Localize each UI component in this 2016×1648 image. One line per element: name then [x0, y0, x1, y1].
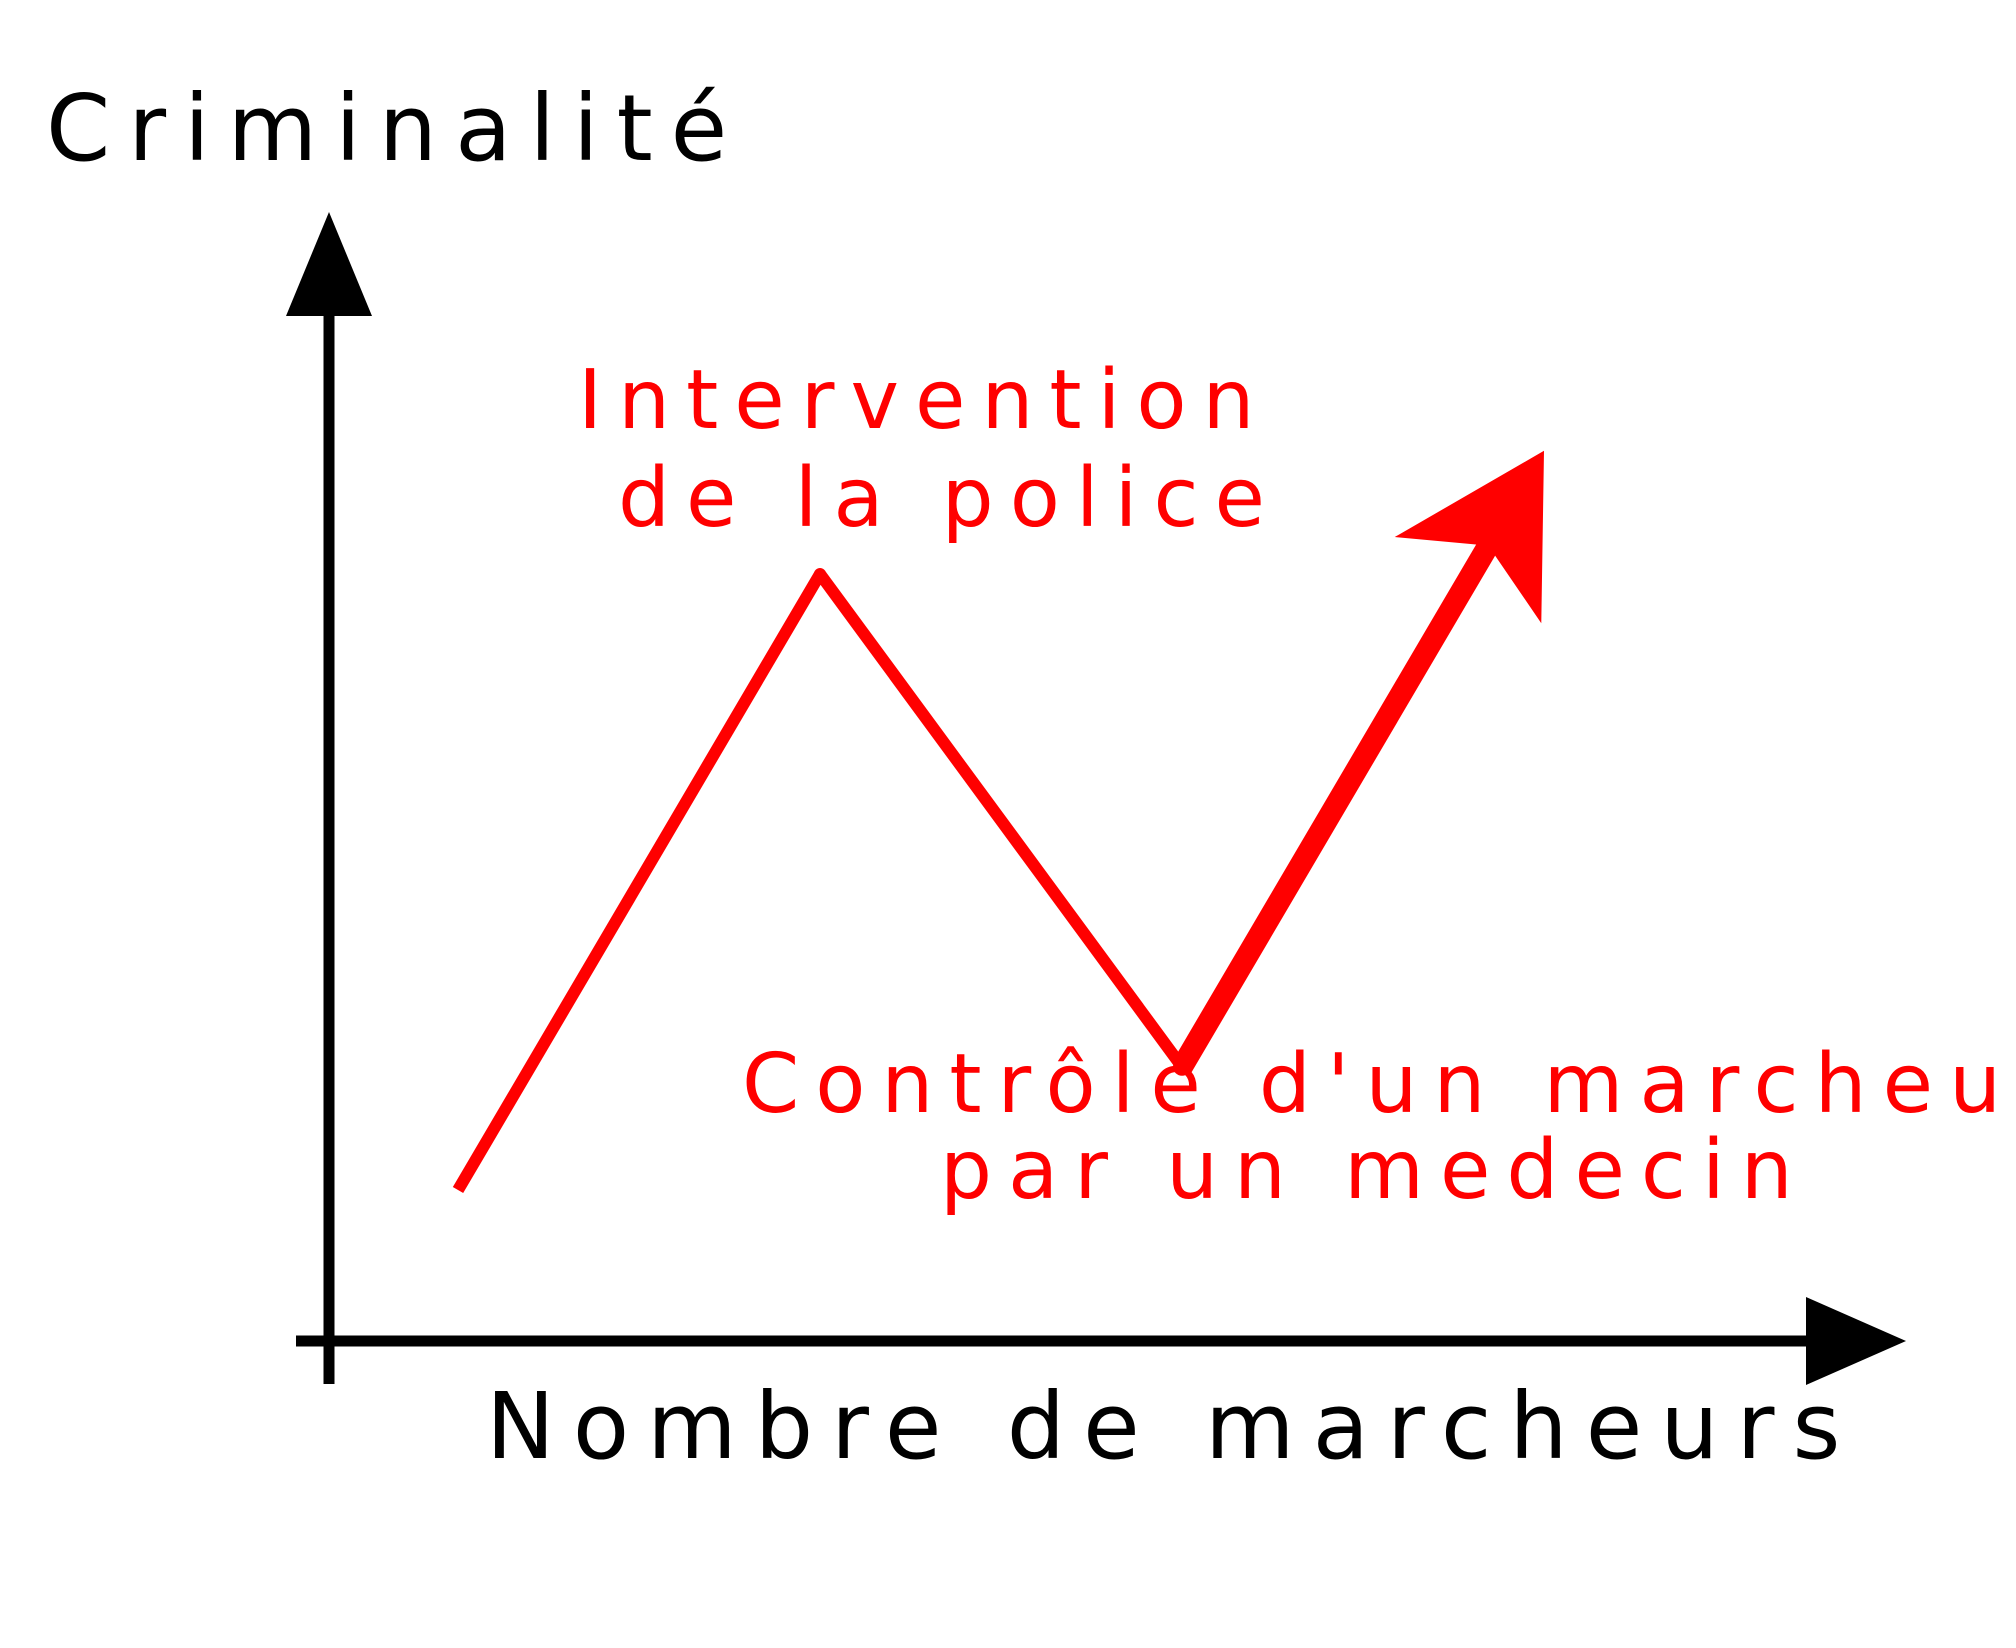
- series-point-3: [1173, 1057, 1191, 1076]
- annotation-police-line-2: de la police: [618, 451, 1281, 546]
- annotation-police-intervention: Intervention de la police: [578, 353, 1281, 546]
- series-arrowhead: [1394, 450, 1544, 624]
- y-axis-arrowhead: [286, 212, 372, 316]
- annotation-doctor-line-2: par un medecin: [940, 1123, 1809, 1218]
- x-axis-arrowhead: [1806, 1297, 1906, 1385]
- series-point-2: [814, 568, 826, 580]
- series-segment-3: [1172, 496, 1524, 1073]
- annotation-doctor-line-1: Contrôle d'un marcheur: [742, 1037, 2016, 1132]
- series-segment-2: [815, 570, 1187, 1071]
- annotation-doctor-check: Contrôle d'un marcheur par un medecin: [742, 1037, 2016, 1218]
- x-axis-title: Nombre de marcheurs: [486, 1373, 1858, 1480]
- series-segment-1: [452, 570, 826, 1194]
- annotation-police-line-1: Intervention: [578, 353, 1271, 448]
- series-layer: [452, 450, 1544, 1194]
- y-axis-title: Criminalité: [46, 75, 745, 182]
